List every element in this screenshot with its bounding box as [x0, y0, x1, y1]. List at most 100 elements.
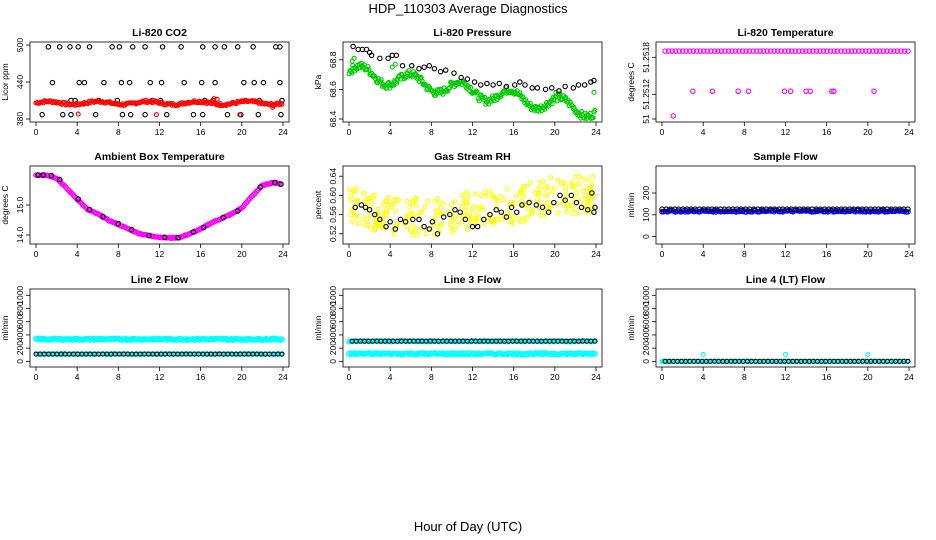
data-series [346, 350, 598, 358]
panel-title: Gas Stream RH [434, 151, 510, 163]
data-point [493, 207, 499, 213]
x-tick-label: 12 [155, 249, 165, 259]
data-point [368, 52, 375, 59]
data-point [746, 48, 753, 54]
data-point [547, 175, 554, 181]
data-point [557, 192, 563, 199]
data-point [745, 88, 752, 95]
data-point [504, 351, 510, 358]
data-point [672, 48, 679, 54]
data-point [403, 74, 409, 81]
x-tick-label: 0 [660, 249, 665, 259]
data-point [529, 210, 535, 216]
y-axis-label: kPa [313, 74, 323, 89]
data-point [483, 193, 489, 200]
data-point [399, 62, 406, 69]
x-tick-label: 4 [701, 249, 706, 259]
data-point [413, 226, 419, 232]
data-point [368, 202, 374, 208]
data-point [421, 64, 427, 70]
data-point [199, 111, 206, 118]
data-point [829, 88, 835, 95]
chart-panel: Li-820 CO2 Licor ppm 0 4 8 12 16 20 24 380 440 500 [0, 27, 290, 137]
data-point [161, 234, 168, 241]
data-point [482, 189, 488, 195]
data-point [423, 231, 429, 237]
data-point [848, 48, 855, 54]
y-axis-label: ml/min [626, 192, 636, 217]
data-point [545, 209, 552, 215]
data-point [487, 211, 493, 218]
x-tick-label: 8 [429, 249, 434, 259]
data-point [520, 94, 526, 100]
panel-title: Sample Flow [753, 151, 818, 163]
data-point [404, 198, 410, 204]
data-point [824, 48, 830, 54]
data-point [361, 62, 367, 68]
data-series [33, 172, 284, 241]
data-point [562, 83, 568, 90]
data-point [498, 194, 504, 200]
data-series [659, 206, 911, 212]
data-point [395, 197, 402, 203]
y-tick-label: 400 [15, 328, 25, 342]
data-point [387, 219, 393, 225]
data-point [67, 44, 73, 50]
data-point [905, 209, 911, 215]
data-point [838, 48, 844, 54]
data-point [469, 206, 475, 212]
data-point [447, 211, 453, 218]
data-point [568, 192, 575, 199]
data-point [426, 226, 433, 232]
data-point [579, 197, 585, 203]
data-point [438, 205, 444, 211]
plot-frame [29, 165, 290, 245]
data-point [477, 82, 484, 88]
data-point [527, 100, 533, 107]
data-point [447, 85, 453, 91]
x-tick-label: 12 [155, 127, 165, 137]
data-point [503, 83, 510, 90]
data-point [458, 74, 464, 81]
data-point [577, 113, 583, 119]
x-tick-label: 20 [550, 127, 560, 137]
x-tick-label: 8 [742, 127, 747, 137]
data-point [584, 186, 590, 192]
data-point [901, 48, 908, 54]
data-point [115, 220, 122, 227]
y-tick-label: 51.2512 [641, 79, 651, 110]
data-point [767, 48, 774, 54]
y-tick-label: 51 [641, 114, 651, 124]
data-point [584, 177, 591, 183]
data-point [686, 48, 693, 54]
data-series [39, 44, 285, 118]
data-point [476, 98, 482, 104]
data-point [472, 191, 478, 197]
y-axis-label: Licor ppm [0, 63, 10, 100]
data-point [393, 222, 399, 229]
data-point [371, 192, 377, 198]
data-point [372, 73, 378, 79]
data-point [472, 203, 478, 209]
x-tick-label: 16 [196, 372, 206, 382]
chart-panel: Ambient Box Temperature degrees C 0 4 8 12 16 2… [0, 151, 290, 259]
data-point [473, 218, 479, 224]
x-tick-label: 20 [237, 249, 247, 259]
y-tick-label: 400 [328, 328, 338, 342]
x-tick-label: 16 [509, 249, 519, 259]
data-point [376, 350, 383, 357]
data-point [198, 79, 205, 86]
data-point [672, 358, 678, 365]
data-point [368, 226, 374, 232]
data-point [458, 203, 464, 209]
data-point [736, 48, 742, 54]
x-tick-label: 12 [781, 127, 791, 137]
data-point [142, 44, 148, 50]
data-point [459, 192, 465, 198]
x-tick-label: 16 [509, 127, 519, 137]
data-point [590, 115, 596, 121]
data-point [743, 48, 749, 54]
x-tick-label: 24 [591, 249, 601, 259]
x-tick-label: 20 [237, 372, 247, 382]
